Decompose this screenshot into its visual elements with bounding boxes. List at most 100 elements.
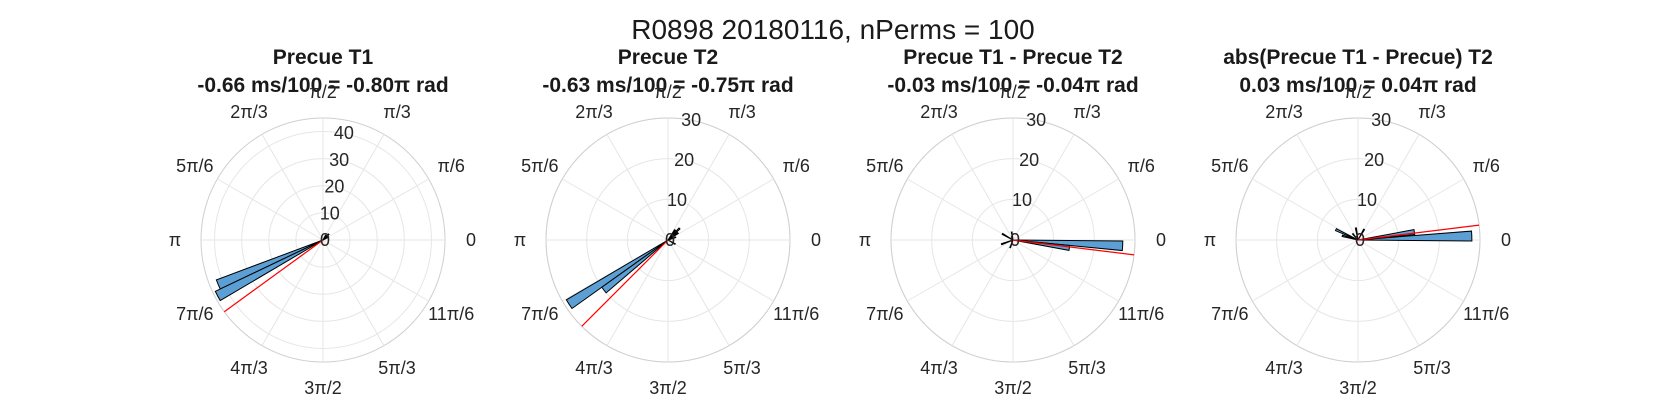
grid-spoke: [1296, 134, 1359, 241]
angle-tick-label: 4π/3: [230, 358, 267, 378]
grid-spoke: [1012, 178, 1119, 241]
radial-tick-label: 20: [674, 150, 694, 170]
angle-tick-label: 0: [1501, 230, 1511, 250]
grid-spoke: [667, 239, 730, 346]
histogram-bar: [1009, 239, 1014, 249]
grid-spoke: [606, 134, 669, 241]
angle-tick-label: 11π/6: [773, 304, 819, 324]
angle-tick-label: π/6: [1127, 156, 1154, 176]
radial-tick-label: 0: [320, 230, 330, 250]
angle-tick-label: 5π/3: [1068, 358, 1105, 378]
angle-tick-label: 3π/2: [1339, 378, 1376, 398]
histogram-bar: [1010, 231, 1014, 241]
grid-spoke: [1012, 239, 1075, 346]
angle-tick-label: π: [514, 230, 526, 250]
histogram-bar: [1341, 234, 1359, 241]
histogram-bar: [667, 236, 677, 241]
grid-spoke: [322, 178, 429, 241]
histogram-bar: [1357, 229, 1416, 241]
histogram-bar: [667, 239, 676, 246]
grid-spoke: [951, 239, 1014, 346]
grid-spoke: [1357, 239, 1420, 346]
angle-tick-label: π: [169, 230, 181, 250]
angle-tick-label: 5π/3: [378, 358, 415, 378]
panel-title: Precue T2: [618, 46, 718, 69]
histogram-bar: [667, 227, 681, 241]
grid-spoke: [1357, 178, 1464, 241]
radial-tick-label: 40: [334, 123, 354, 143]
angle-tick-label: 7π/6: [1211, 304, 1248, 324]
panel-subtitle: -0.66 ms/100 = -0.80π rad: [197, 74, 448, 97]
radial-tick-label: 10: [320, 203, 340, 223]
grid-spoke: [606, 239, 669, 346]
mean-direction-line: [1357, 224, 1480, 241]
grid-spoke: [667, 178, 774, 241]
angle-tick-label: π: [859, 230, 871, 250]
angle-tick-label: π/3: [1418, 102, 1445, 122]
radial-tick-label: 30: [1371, 110, 1391, 130]
grid-spoke: [562, 178, 669, 241]
angle-tick-label: π/6: [782, 156, 809, 176]
angle-tick-label: 11π/6: [428, 304, 474, 324]
grid-spoke: [667, 239, 774, 302]
angle-tick-label: 11π/6: [1463, 304, 1509, 324]
angle-tick-label: π/2: [999, 82, 1026, 102]
radial-tick-label: 10: [1012, 190, 1032, 210]
panel-subtitle: -0.03 ms/100 = -0.04π rad: [887, 74, 1138, 97]
angle-tick-label: 2π/3: [920, 102, 957, 122]
radial-tick-label: 10: [667, 190, 687, 210]
radial-tick-label: 30: [329, 150, 349, 170]
radial-tick-label: 20: [1019, 150, 1039, 170]
grid-spoke: [1252, 178, 1359, 241]
angle-tick-label: π/2: [1344, 82, 1371, 102]
angle-tick-label: π/2: [654, 82, 681, 102]
polar-panel-4: abs(Precue T1 - Precue) T2 0.03 ms/100 = …: [1204, 46, 1511, 398]
histogram-bar: [1357, 228, 1366, 241]
radial-tick-label: 0: [1010, 230, 1020, 250]
mean-direction-line: [223, 239, 324, 313]
angle-tick-label: 5π/6: [866, 156, 903, 176]
angle-tick-label: 7π/6: [866, 304, 903, 324]
angle-tick-label: π/6: [437, 156, 464, 176]
polar-panel-3: Precue T1 - Precue T2 -0.03 ms/100 = -0.0…: [859, 46, 1166, 398]
panel-title: Precue T1 - Precue T2: [903, 46, 1122, 69]
angle-tick-label: 0: [811, 230, 821, 250]
histogram-bar: [1351, 232, 1359, 241]
angle-tick-label: 7π/6: [176, 304, 213, 324]
grid-spoke: [261, 239, 324, 346]
grid-spoke: [1357, 134, 1420, 241]
panel-subtitle: 0.03 ms/100 = 0.04π rad: [1239, 74, 1476, 97]
angle-tick-label: 2π/3: [1265, 102, 1302, 122]
angle-tick-label: 5π/3: [723, 358, 760, 378]
angle-tick-label: 2π/3: [575, 102, 612, 122]
radial-tick-label: 0: [1355, 230, 1365, 250]
angle-tick-label: 2π/3: [230, 102, 267, 122]
angle-tick-label: π: [1204, 230, 1216, 250]
angle-tick-label: 11π/6: [1118, 304, 1164, 324]
histogram-bar: [214, 239, 324, 302]
histogram-bar: [565, 239, 669, 310]
radial-tick-label: 20: [324, 177, 344, 197]
grid-spoke: [1296, 239, 1359, 346]
angle-tick-label: π/6: [1472, 156, 1499, 176]
radial-tick-label: 30: [1026, 110, 1046, 130]
angle-tick-label: 7π/6: [521, 304, 558, 324]
angle-tick-label: 5π/3: [1413, 358, 1450, 378]
angle-tick-label: 3π/2: [994, 378, 1031, 398]
panel-title: abs(Precue T1 - Precue) T2: [1223, 46, 1493, 69]
angle-tick-label: 3π/2: [304, 378, 341, 398]
angle-tick-label: π/3: [383, 102, 410, 122]
histogram-bar: [1000, 239, 1014, 246]
angle-tick-label: 5π/6: [1211, 156, 1248, 176]
histogram-bar: [1357, 230, 1473, 242]
panel-title: Precue T1: [273, 46, 374, 69]
radial-tick-label: 10: [1357, 190, 1377, 210]
grid-spoke: [322, 134, 385, 241]
histogram-bar: [322, 236, 329, 241]
mean-direction-line: [1012, 239, 1135, 256]
polar-panels: Precue T1 -0.66 ms/100 = -0.80π rad 0 10 20 3…: [169, 46, 1511, 398]
angle-tick-label: 0: [1156, 230, 1166, 250]
histogram-bar: [1012, 239, 1071, 251]
histogram-bar: [1354, 227, 1359, 241]
grid-spoke: [951, 134, 1014, 241]
